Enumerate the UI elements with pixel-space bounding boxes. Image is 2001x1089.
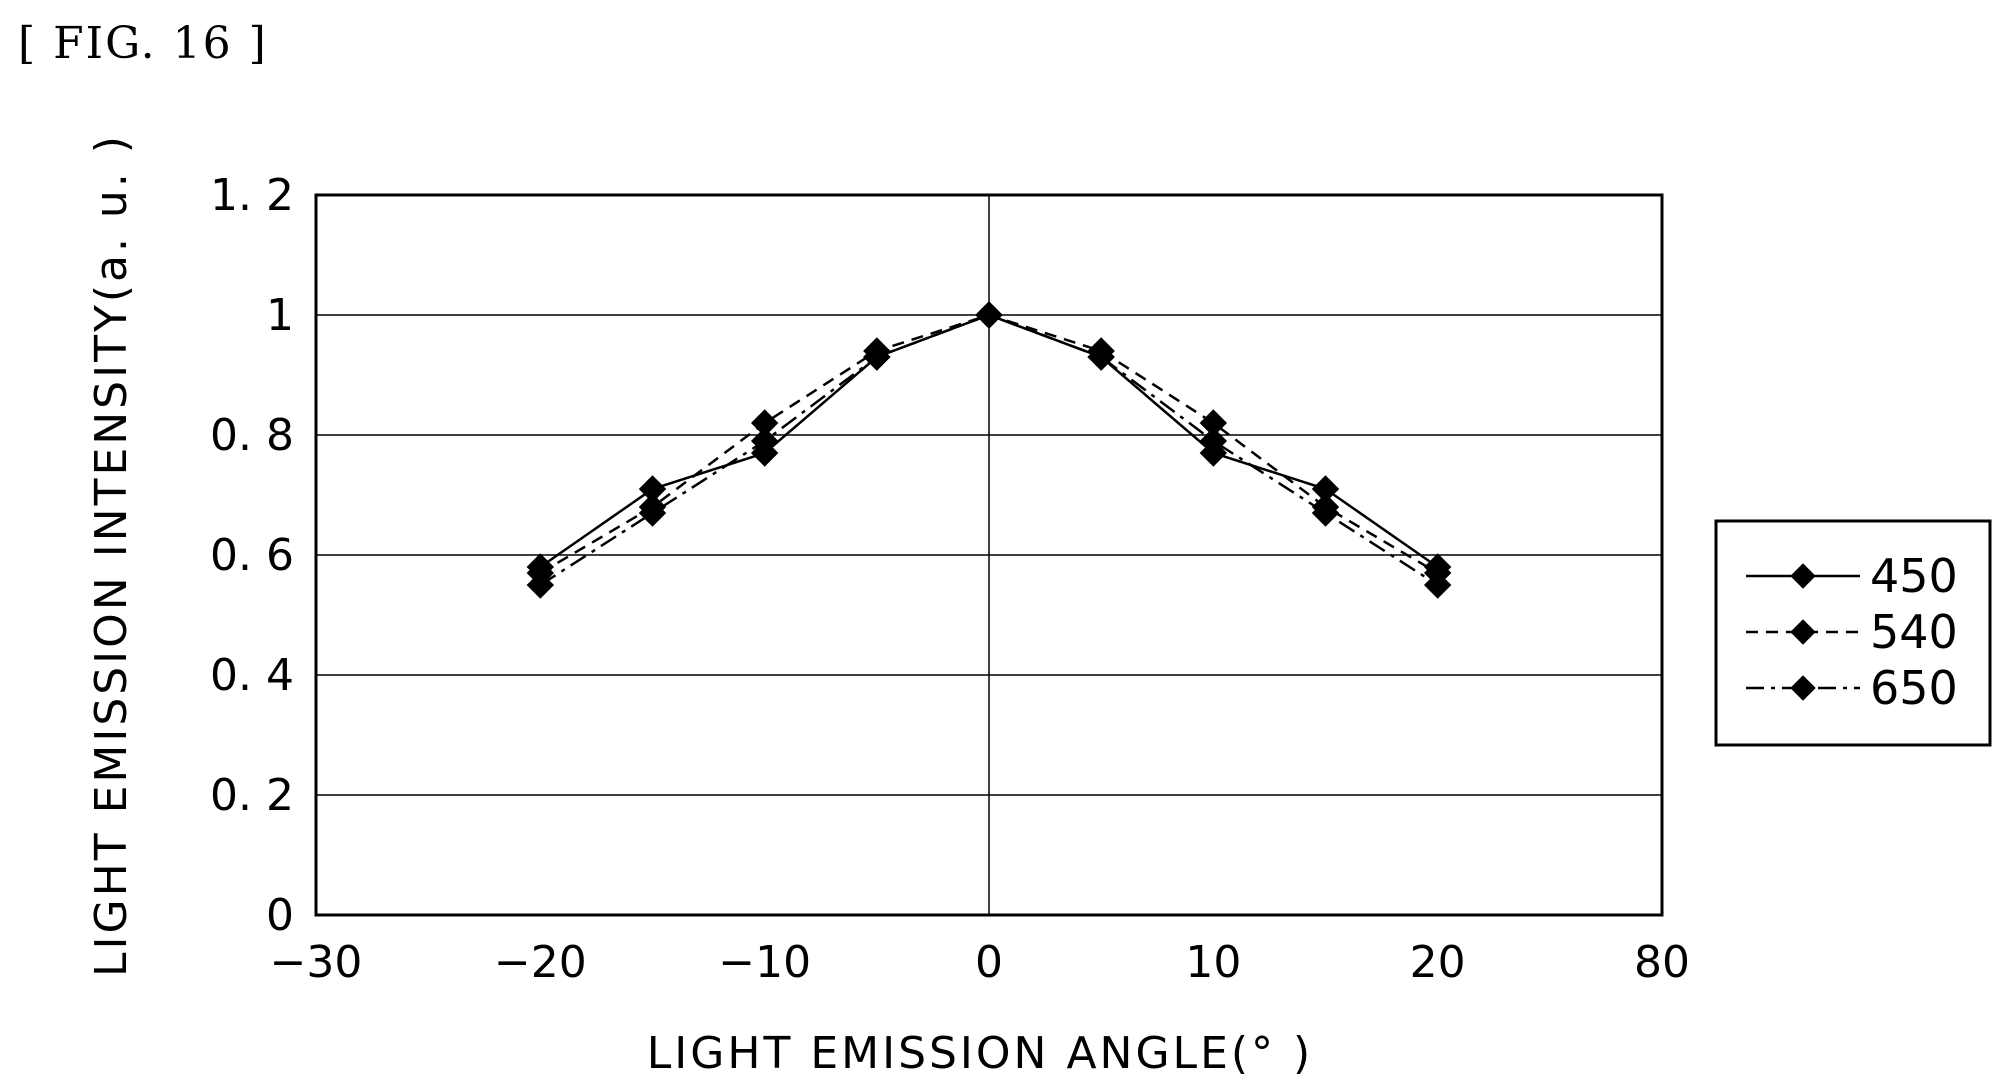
data-point	[750, 427, 779, 455]
x-tick-label: 20	[1410, 937, 1466, 988]
legend-entry: 650	[1746, 661, 1958, 715]
y-axis-title: LIGHT EMISSION INTENSITY(a. u. )	[86, 133, 137, 977]
data-point	[1087, 343, 1115, 371]
legend-label: 540	[1870, 605, 1958, 659]
series-650	[526, 301, 1452, 599]
plot-area	[314, 193, 1664, 917]
data-point	[1423, 571, 1452, 599]
y-tick-label: 1	[266, 290, 294, 341]
data-series	[526, 301, 1452, 599]
legend-marker	[1790, 619, 1816, 645]
legend-entry: 450	[1746, 549, 1958, 603]
figure-label: [ FIG. 16 ]	[18, 18, 268, 69]
data-point	[638, 499, 667, 527]
x-tick-label: 0	[975, 937, 1003, 988]
legend-label: 450	[1870, 549, 1958, 603]
data-point	[1311, 499, 1340, 527]
x-tick-label: −10	[718, 937, 811, 988]
data-point	[1199, 427, 1228, 455]
data-point	[975, 301, 1003, 329]
legend-label: 650	[1870, 661, 1958, 715]
tick-labels: 0 0. 2 0. 4 0. 6 0. 8 1 1. 2 −30 −20 −10 0 10 20 80	[210, 170, 1690, 988]
y-tick-label: 0. 4	[210, 650, 294, 701]
y-tick-label: 1. 2	[210, 170, 294, 221]
y-tick-label: 0	[266, 890, 294, 941]
data-point	[526, 571, 555, 599]
y-tick-label: 0. 2	[210, 770, 294, 821]
legend-marker	[1790, 563, 1816, 589]
legend-entry: 540	[1746, 605, 1958, 659]
x-tick-label: 80	[1634, 937, 1690, 988]
legend-marker	[1790, 675, 1816, 701]
y-tick-label: 0. 8	[210, 410, 294, 461]
series-line	[539, 313, 1439, 587]
x-tick-label: −20	[494, 937, 587, 988]
data-point	[863, 343, 891, 371]
x-tick-label: 10	[1185, 937, 1241, 988]
x-axis-title: LIGHT EMISSION ANGLE(° )	[647, 1028, 1313, 1079]
y-tick-label: 0. 6	[210, 530, 294, 581]
x-tick-label: −30	[270, 937, 363, 988]
